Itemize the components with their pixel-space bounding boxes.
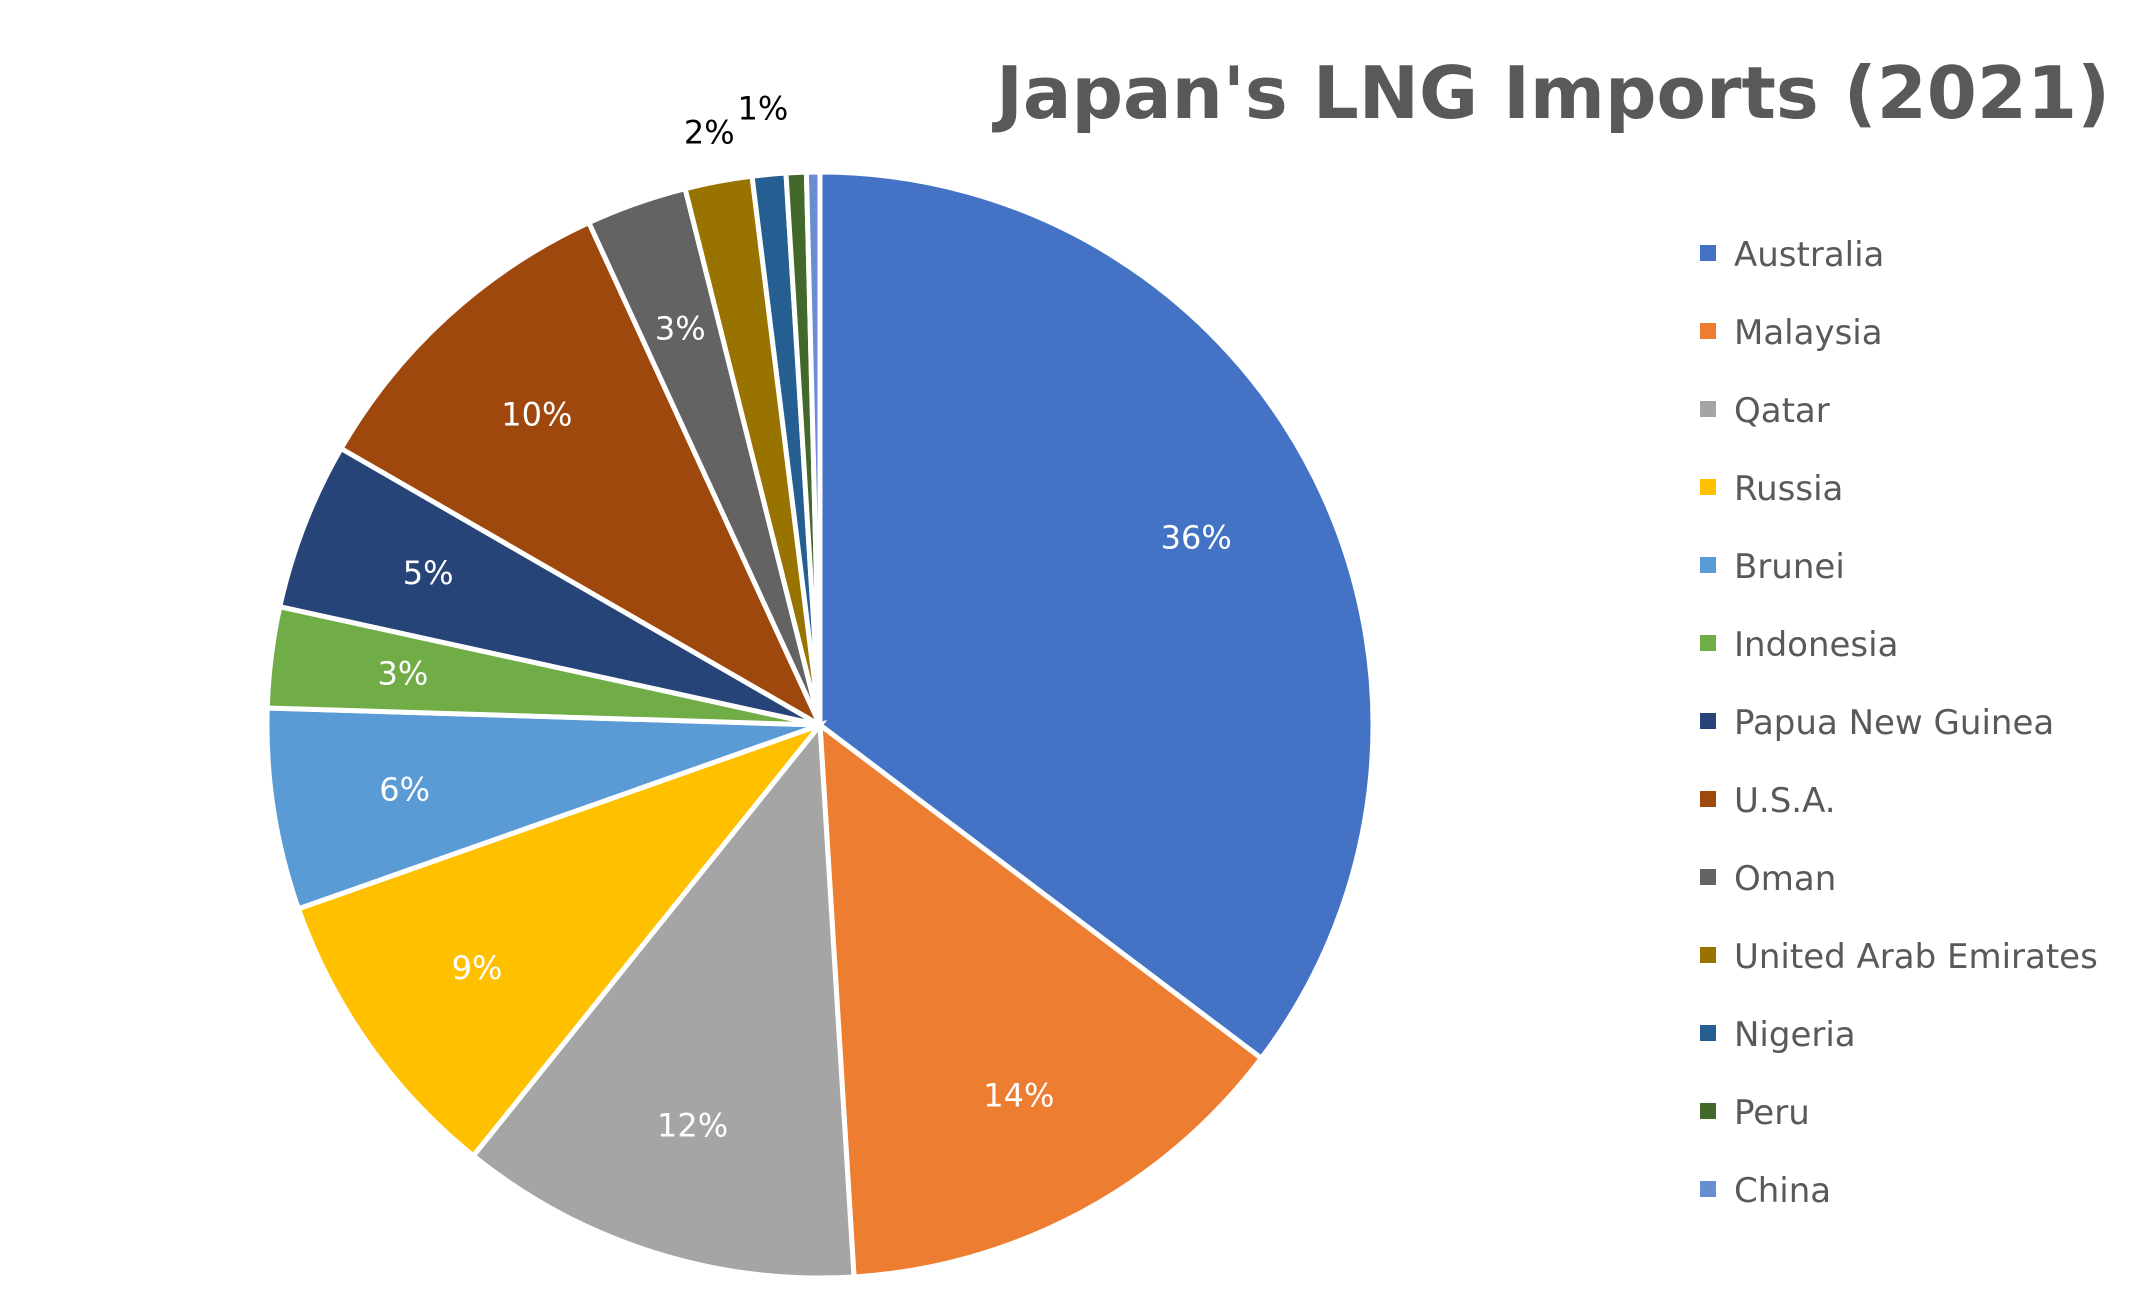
legend-item-brunei: Brunei [1700,547,1845,587]
slice-malaysia [817,719,1265,1280]
slice-brunei [264,705,821,912]
slice-labels: 36% 14% 12% 9% 6% 3% 5% 10% 3% 2%1% [378,89,1232,1144]
legend-label: Brunei [1734,547,1845,587]
legend-swatch [1700,713,1716,729]
slice-china [803,169,823,726]
data-label-nigeria: 1% [737,89,788,127]
legend-item-indonesia: Indonesia [1700,625,1898,665]
slice-russia [295,719,828,1160]
legend-label: Papua New Guinea [1734,703,2054,743]
legend-swatch [1700,479,1716,495]
legend-label: U.S.A. [1734,781,1836,821]
legend-swatch [1700,557,1716,573]
legend-label: Indonesia [1734,625,1898,665]
data-label-brunei: 6% [379,770,430,808]
slice-qatar [469,718,857,1281]
legend-label: Qatar [1734,391,1830,431]
data-label-indonesia: 3% [378,654,429,692]
data-label-russia: 9% [452,949,503,987]
legend-item-papua-new-guinea: Papua New Guinea [1700,703,2054,743]
data-label-qatar: 12% [657,1107,728,1145]
pie-slices [264,169,1376,1281]
data-label-united-arab-emirates: 2% [684,113,735,151]
legend-swatch [1700,635,1716,651]
legend-swatch [1700,869,1716,885]
legend-label: United Arab Emirates [1734,937,2098,977]
chart-title: Japan's LNG Imports (2021) [991,51,2110,135]
legend-item-oman: Oman [1700,859,1836,899]
legend-label: Peru [1734,1093,1810,1133]
data-label-australia: 36% [1161,519,1232,557]
legend-swatch [1700,1181,1716,1197]
legend-item-australia: Australia [1700,235,1884,275]
legend-label: Nigeria [1734,1015,1856,1055]
data-label-u-s-a: 10% [501,395,572,433]
legend-swatch [1700,1025,1716,1041]
slice-australia [817,169,1376,1062]
legend-item-qatar: Qatar [1700,391,1830,431]
legend-item-russia: Russia [1700,469,1843,509]
legend: Australia Malaysia Qatar Russia Brunei Indone… [1700,235,2098,1211]
legend-item-china: China [1700,1171,1831,1211]
legend-label: Oman [1734,859,1836,899]
legend-label: Australia [1734,235,1884,275]
legend-item-nigeria: Nigeria [1700,1015,1856,1055]
legend-label: China [1734,1171,1831,1211]
data-label-malaysia: 14% [983,1076,1054,1114]
legend-swatch [1700,323,1716,339]
legend-item-united-arab-emirates: United Arab Emirates [1700,937,2098,977]
legend-swatch [1700,401,1716,417]
legend-swatch [1700,947,1716,963]
data-label-papua-new-guinea: 5% [403,554,454,592]
legend-swatch [1700,1103,1716,1119]
legend-label: Russia [1734,469,1843,509]
slice-papua-new-guinea [276,445,822,728]
slice-u-s-a [337,219,826,732]
legend-item-malaysia: Malaysia [1700,313,1883,353]
legend-label: Malaysia [1734,313,1883,353]
legend-swatch [1700,791,1716,807]
data-label-oman: 3% [655,310,706,348]
legend-item-peru: Peru [1700,1093,1810,1133]
legend-item-u-s-a: U.S.A. [1700,781,1836,821]
legend-swatch [1700,245,1716,261]
